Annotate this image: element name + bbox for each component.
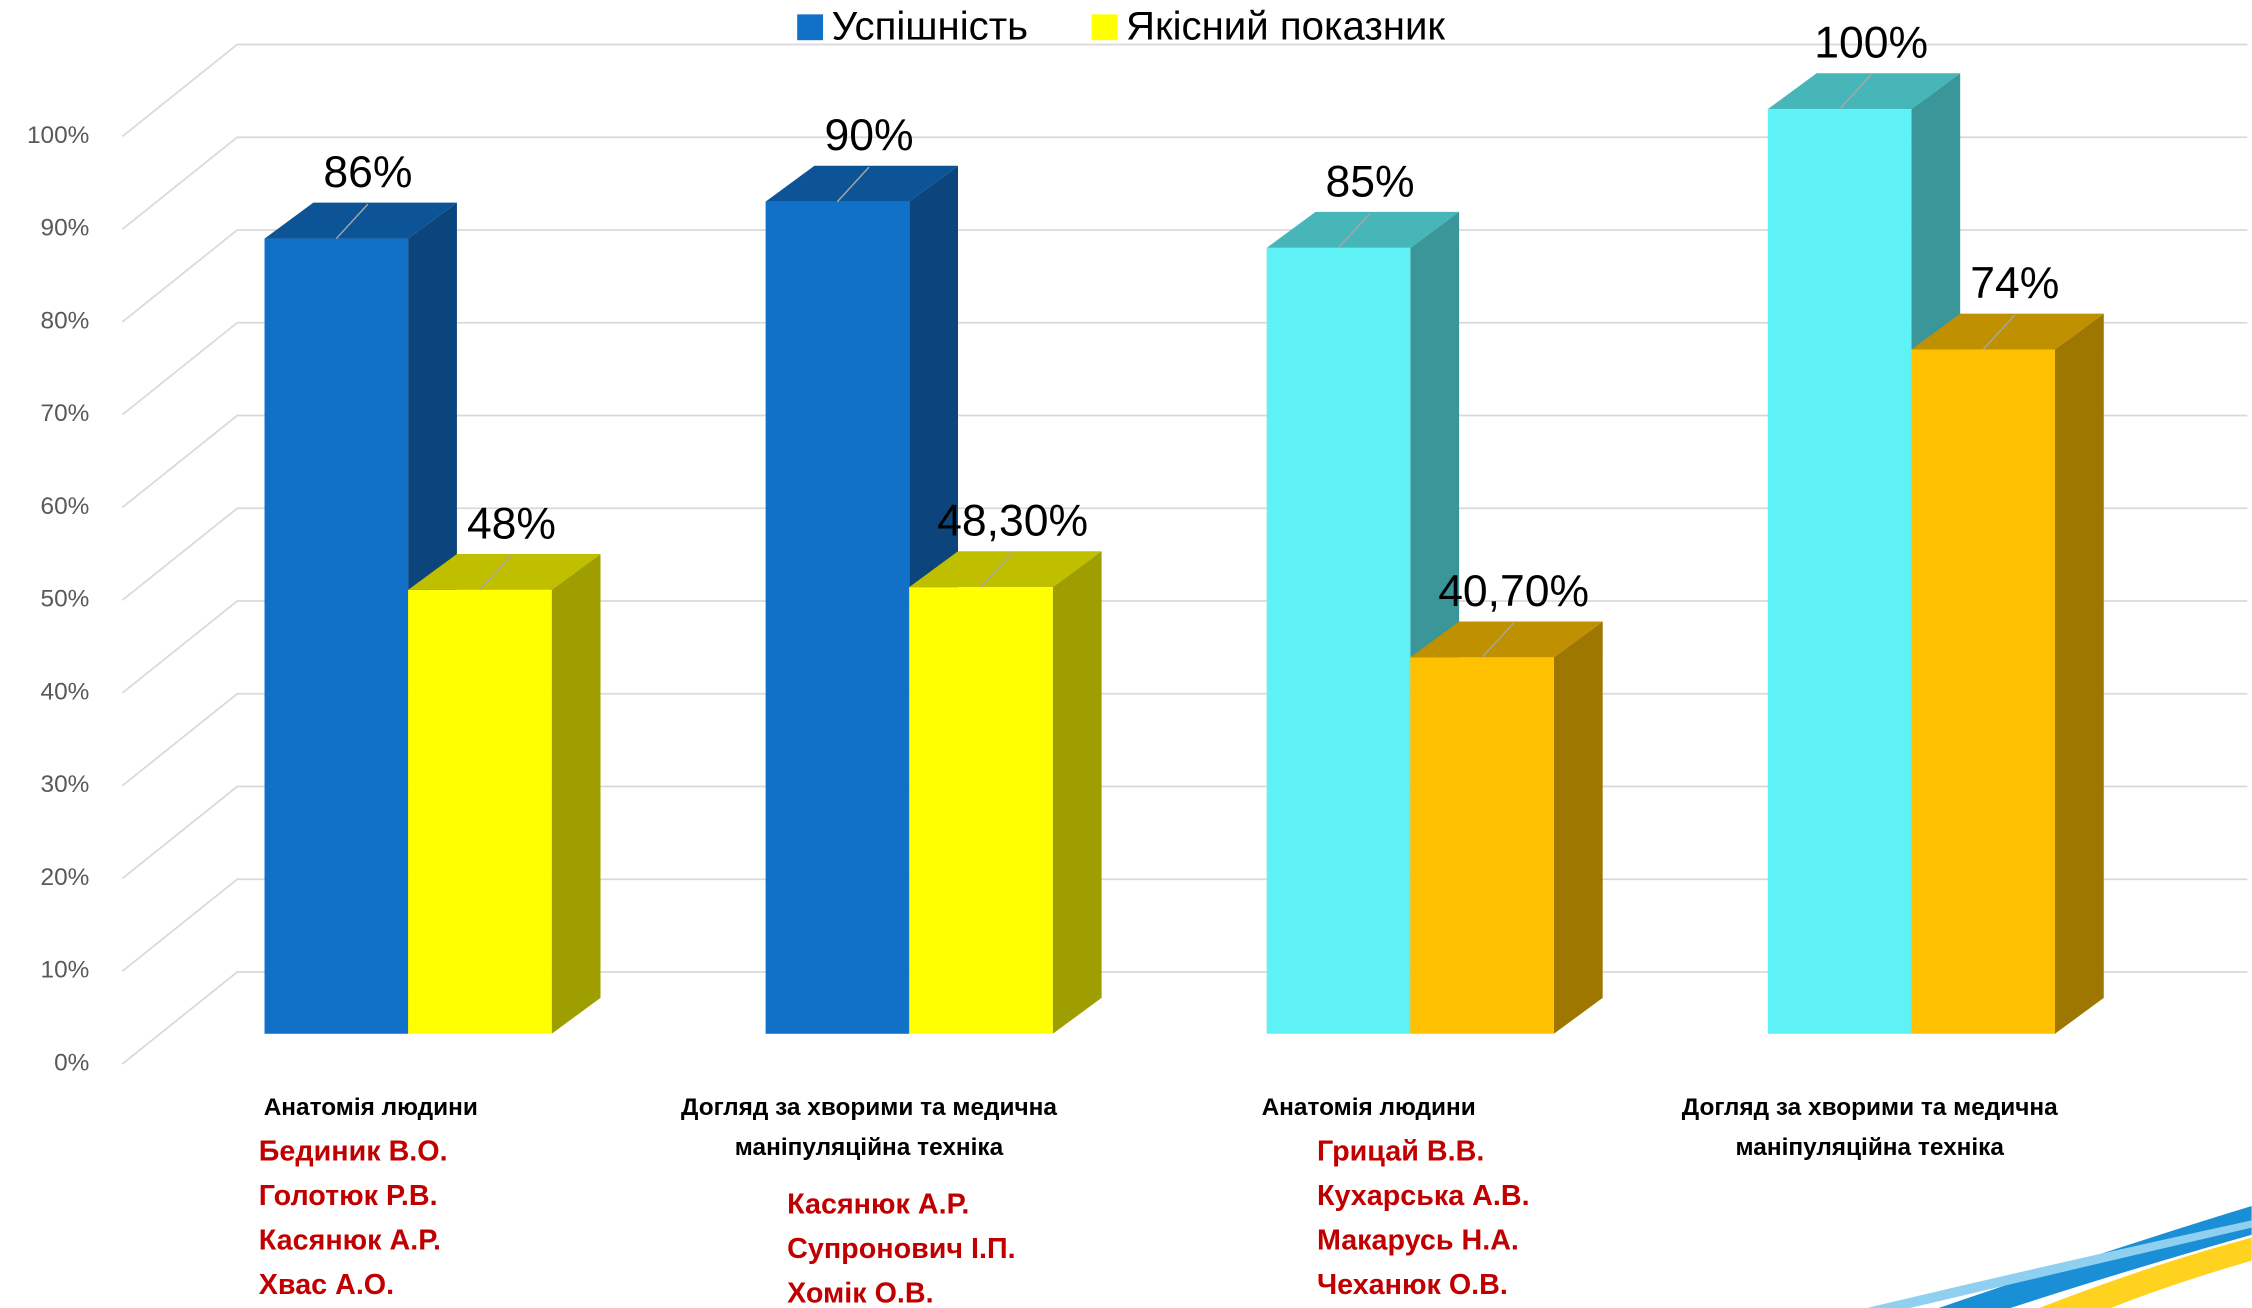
legend-label: Успішність — [832, 3, 1028, 48]
teacher-name: Голотюк Р.В. — [259, 1180, 438, 1212]
y-tick-label: 100% — [27, 122, 89, 149]
y-tick-label: 50% — [41, 586, 90, 613]
bar-front — [1267, 248, 1411, 1034]
x-tick-label: Анатомія людини — [1262, 1094, 1476, 1121]
x-tick-label: Анатомія людини — [264, 1094, 478, 1121]
value-label: 85% — [1326, 157, 1415, 206]
bar — [1911, 314, 2103, 1034]
y-tick-label: 60% — [41, 493, 90, 520]
legend-swatch — [797, 14, 823, 40]
teacher-name: Макарусь Н.А. — [1317, 1225, 1519, 1257]
legend-swatch — [1092, 14, 1118, 40]
teacher-name: Касянюк А.Р. — [259, 1225, 441, 1257]
y-tick-label: 0% — [54, 1049, 89, 1076]
value-label: 48% — [467, 500, 556, 549]
y-tick-label: 40% — [41, 678, 90, 705]
value-label: 48,30% — [937, 497, 1088, 546]
y-tick-label: 90% — [41, 215, 90, 242]
bar-front — [1410, 657, 1554, 1033]
chart: 0% 10% 20% 30% 40% 50% 60% 70% 80% 90% 100% 86% 90% 8… — [0, 0, 2252, 1308]
teacher-name: Хомік О.В. — [787, 1278, 933, 1308]
y-tick-label: 70% — [41, 400, 90, 427]
y-tick-label: 20% — [41, 864, 90, 891]
bar-front — [265, 239, 409, 1034]
value-label: 90% — [824, 111, 913, 160]
decor-swoosh — [1867, 1206, 2252, 1308]
bar-side — [2055, 314, 2104, 1034]
teacher-name: Бединик В.О. — [259, 1136, 448, 1168]
y-tick-label: 10% — [41, 957, 90, 984]
value-label: 86% — [323, 148, 412, 197]
bar-front — [1768, 109, 1912, 1034]
y-tick-label: 80% — [41, 307, 90, 334]
value-label: 100% — [1814, 19, 1928, 68]
bar-front — [1911, 350, 2055, 1034]
x-tick-label: маніпуляційна техніка — [735, 1134, 1004, 1161]
bar-front — [408, 590, 552, 1034]
x-tick-label: маніпуляційна техніка — [1736, 1134, 2005, 1161]
x-tick-label: Догляд за хворими та медична — [681, 1094, 1057, 1121]
x-tick-label: Догляд за хворими та медична — [1682, 1094, 2058, 1121]
legend-label: Якісний показник — [1126, 3, 1445, 48]
y-tick-label: 30% — [41, 771, 90, 798]
teacher-name: Касянюк А.Р. — [787, 1189, 969, 1221]
teacher-name: Хвас А.О. — [259, 1269, 394, 1301]
teacher-name: Кухарська А.В. — [1317, 1180, 1530, 1212]
bar — [909, 551, 1101, 1033]
bar-side — [1554, 622, 1603, 1034]
teacher-name: Грицай В.В. — [1317, 1136, 1484, 1168]
value-label: 40,70% — [1438, 567, 1589, 616]
teacher-name: Чеханюк О.В. — [1317, 1269, 1508, 1301]
teacher-name: Супронович І.П. — [787, 1233, 1015, 1265]
bar-side — [1053, 551, 1102, 1033]
bar — [408, 554, 600, 1034]
value-label: 74% — [1970, 259, 2059, 308]
bar-front — [766, 202, 910, 1034]
bar-front — [909, 587, 1053, 1034]
bar — [1410, 622, 1602, 1034]
bar-side — [552, 554, 601, 1034]
